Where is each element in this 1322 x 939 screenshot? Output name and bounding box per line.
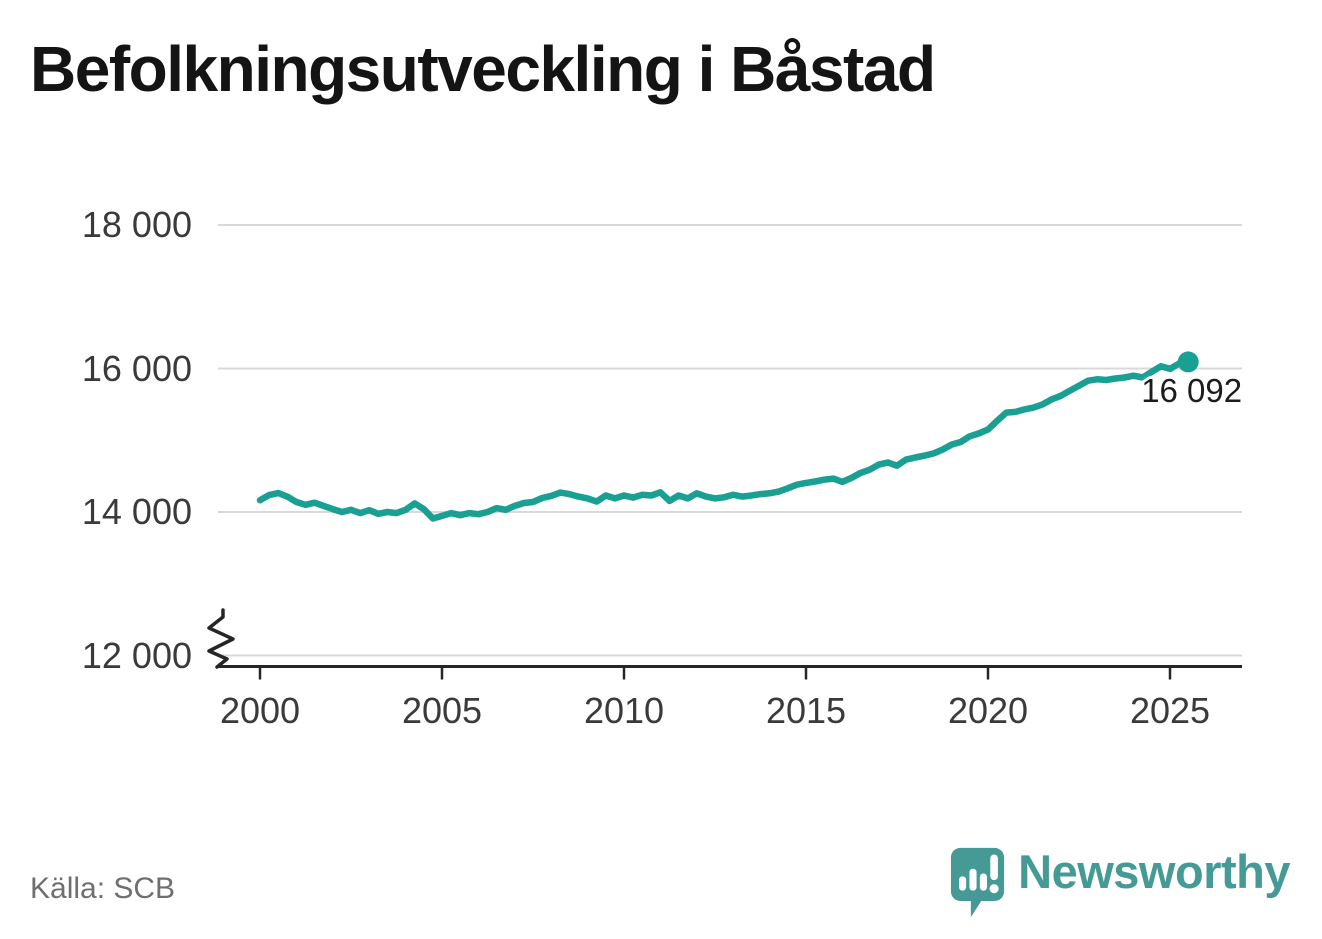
x-tick-label-2020: 2020: [947, 690, 1029, 731]
exclamation-bar: [990, 854, 999, 881]
last-value-label: 16 092: [1141, 371, 1243, 409]
population-line: [256, 358, 1192, 522]
y-tick-label-14000: 14 000: [81, 491, 192, 532]
bar-1: [959, 876, 967, 891]
last-point-marker: [1177, 351, 1199, 373]
x-axis: [218, 665, 1242, 680]
population-line-series: [256, 351, 1199, 522]
x-tick-label-2010: 2010: [583, 690, 665, 731]
newsworthy-logo-text: Newsworthy: [1018, 845, 1290, 898]
x-tick-label-2015: 2015: [765, 690, 847, 731]
source-caption: Källa: SCB: [30, 872, 176, 905]
bar-2: [969, 868, 977, 891]
y-tick-label-16000: 16 000: [81, 347, 192, 389]
x-tick-label-2005: 2005: [401, 690, 483, 731]
newsworthy-branding: Newsworthy: [949, 846, 1290, 920]
x-tick-label-2000: 2000: [219, 690, 301, 731]
gridlines: [218, 224, 1242, 657]
x-tick-label-2025: 2025: [1129, 690, 1211, 731]
newsworthy-logo-icon: [951, 847, 1005, 918]
page-title: Befolkningsutveckling i Båstad: [30, 33, 936, 105]
bar-3: [980, 873, 988, 891]
exclamation-dot: [989, 884, 999, 894]
y-axis-break-icon: [207, 608, 235, 669]
y-tick-label-18000: 18 000: [81, 204, 192, 245]
y-tick-label-12000: 12 000: [81, 634, 192, 676]
